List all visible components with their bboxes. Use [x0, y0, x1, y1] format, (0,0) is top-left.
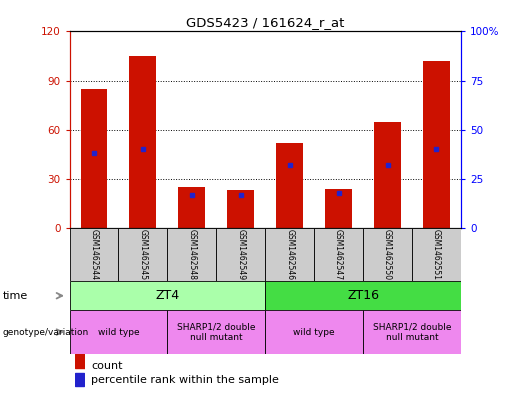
- FancyBboxPatch shape: [363, 228, 412, 281]
- Text: wild type: wild type: [294, 328, 335, 336]
- Bar: [129, 56, 157, 228]
- FancyBboxPatch shape: [265, 281, 461, 310]
- FancyBboxPatch shape: [167, 310, 265, 354]
- FancyBboxPatch shape: [70, 228, 118, 281]
- Bar: [178, 187, 205, 228]
- Title: GDS5423 / 161624_r_at: GDS5423 / 161624_r_at: [186, 16, 345, 29]
- Bar: [75, 354, 85, 368]
- Text: GSM1462551: GSM1462551: [432, 229, 441, 280]
- FancyBboxPatch shape: [70, 310, 167, 354]
- Text: GSM1462544: GSM1462544: [90, 229, 98, 280]
- Text: wild type: wild type: [98, 328, 139, 336]
- Bar: [276, 143, 303, 228]
- Bar: [80, 89, 108, 228]
- FancyBboxPatch shape: [412, 228, 461, 281]
- Text: genotype/variation: genotype/variation: [3, 328, 89, 336]
- Text: GSM1462549: GSM1462549: [236, 229, 245, 280]
- Text: GSM1462550: GSM1462550: [383, 229, 392, 280]
- Text: GSM1462546: GSM1462546: [285, 229, 294, 280]
- Text: count: count: [91, 361, 123, 371]
- Text: percentile rank within the sample: percentile rank within the sample: [91, 375, 279, 385]
- Text: SHARP1/2 double
null mutant: SHARP1/2 double null mutant: [177, 322, 255, 342]
- Bar: [325, 189, 352, 228]
- FancyBboxPatch shape: [314, 228, 363, 281]
- Bar: [423, 61, 450, 228]
- FancyBboxPatch shape: [363, 310, 461, 354]
- Text: GSM1462547: GSM1462547: [334, 229, 343, 280]
- Text: GSM1462548: GSM1462548: [187, 229, 196, 280]
- FancyBboxPatch shape: [167, 228, 216, 281]
- Text: ZT4: ZT4: [156, 289, 179, 302]
- FancyBboxPatch shape: [118, 228, 167, 281]
- FancyBboxPatch shape: [265, 310, 363, 354]
- Bar: [227, 190, 254, 228]
- Bar: [75, 373, 84, 386]
- Text: ZT16: ZT16: [347, 289, 379, 302]
- Text: GSM1462545: GSM1462545: [139, 229, 147, 280]
- FancyBboxPatch shape: [70, 281, 265, 310]
- Text: time: time: [3, 291, 28, 301]
- Bar: [374, 121, 401, 228]
- FancyBboxPatch shape: [216, 228, 265, 281]
- FancyBboxPatch shape: [265, 228, 314, 281]
- Text: SHARP1/2 double
null mutant: SHARP1/2 double null mutant: [373, 322, 451, 342]
